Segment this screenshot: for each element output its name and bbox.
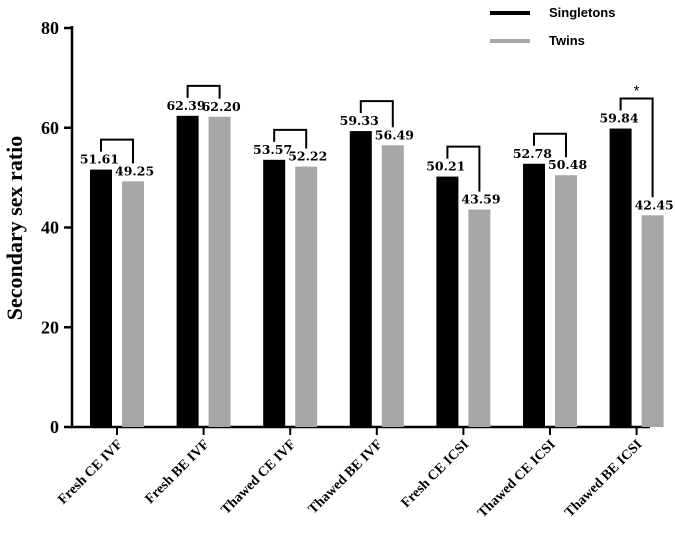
- x-category-label: Thawed CE IVF: [219, 437, 299, 517]
- comparison-bracket: [186, 84, 221, 99]
- data-label-singletons: 51.61: [80, 152, 119, 167]
- bar-twins: [381, 145, 404, 428]
- data-label-twins: 62.20: [202, 99, 241, 114]
- bar-singletons: [176, 115, 199, 428]
- bar-singletons: [609, 128, 632, 427]
- data-label-twins: 56.49: [375, 127, 414, 142]
- comparison-bracket: [619, 97, 654, 198]
- data-label-twins: 43.59: [461, 192, 500, 207]
- data-label-singletons: 59.33: [340, 113, 379, 128]
- axes: 0 20 40 60 80: [41, 18, 650, 437]
- y-tick-label: 0: [50, 417, 59, 437]
- bar-twins: [468, 209, 491, 427]
- comparison-bracket: [446, 145, 481, 192]
- bar-singletons: [523, 163, 545, 427]
- data-label-singletons: 59.84: [599, 111, 638, 126]
- bars: [90, 115, 664, 428]
- x-category-label: Fresh CE ICSI: [399, 437, 473, 511]
- data-label-singletons: 52.78: [513, 146, 552, 161]
- x-category-label: Thawed BE ICSI: [562, 437, 645, 520]
- data-label-twins: 50.48: [548, 157, 587, 172]
- bar-twins: [208, 116, 231, 427]
- data-label-twins: 42.45: [635, 197, 674, 212]
- bar-singletons: [263, 159, 286, 427]
- data-label-singletons: 62.39: [166, 98, 205, 113]
- y-tick-label: 60: [41, 118, 59, 138]
- data-label-twins: 52.22: [288, 149, 327, 164]
- y-tick-label: 40: [41, 218, 59, 238]
- comparison-bracket: [359, 100, 394, 128]
- bar-singletons: [90, 169, 112, 427]
- bar-twins: [122, 181, 144, 427]
- bar-twins: [295, 166, 318, 428]
- comparison-bracket: [273, 128, 308, 149]
- x-category-label: Thawed BE IVF: [306, 437, 386, 517]
- comparison-bracket: [100, 138, 134, 164]
- data-label-twins: 49.25: [115, 163, 154, 178]
- y-tick-label: 80: [41, 18, 59, 38]
- legend-label-singletons: Singletons: [549, 5, 615, 20]
- x-category-label: Fresh CE IVF: [55, 437, 125, 507]
- x-category-label: Fresh BE IVF: [143, 437, 213, 507]
- bar-twins: [555, 175, 577, 427]
- y-axis-label: Secondary sex ratio: [2, 136, 27, 321]
- legend: Singletons Twins: [490, 5, 615, 48]
- x-category-label: Thawed CE ICSI: [475, 437, 559, 521]
- comparison-bracket: [533, 132, 567, 158]
- bar-singletons: [349, 131, 372, 428]
- legend-label-twins: Twins: [549, 33, 585, 48]
- bar-twins: [641, 215, 664, 427]
- bar-singletons: [436, 176, 459, 427]
- significance-marker: *: [634, 83, 640, 100]
- data-label-singletons: 53.57: [253, 142, 292, 157]
- data-label-singletons: 50.21: [426, 159, 465, 174]
- y-tick-label: 20: [41, 317, 59, 337]
